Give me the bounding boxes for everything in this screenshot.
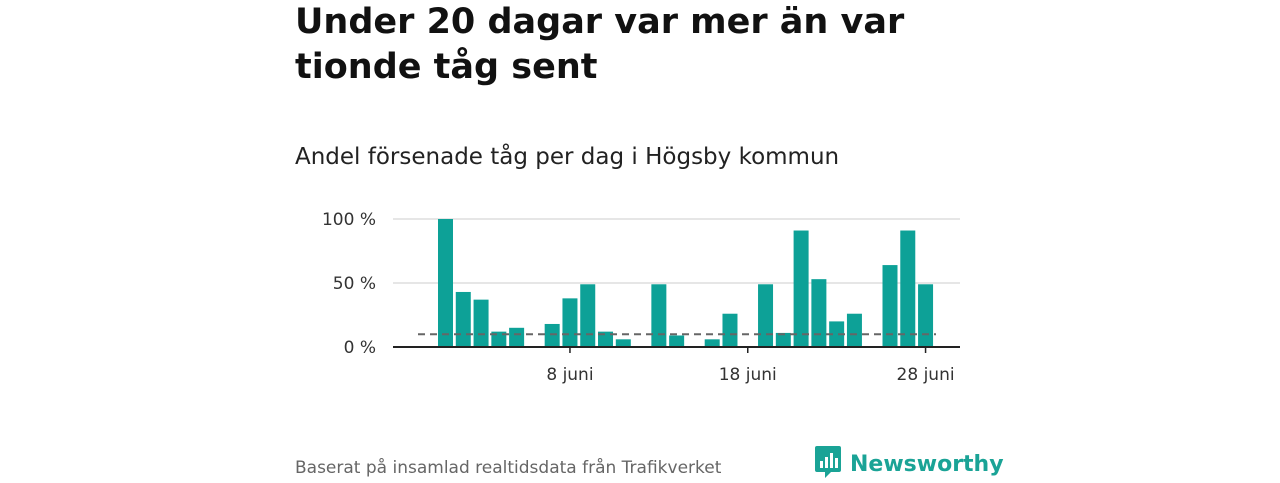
bar	[669, 335, 685, 347]
y-tick-label: 50 %	[333, 274, 376, 294]
bar	[562, 298, 578, 347]
bar	[651, 284, 667, 347]
brand-name: Newsworthy	[850, 451, 1004, 477]
bar	[598, 331, 614, 347]
bar	[615, 339, 631, 347]
source-note: Baserat på insamlad realtidsdata från Tr…	[295, 458, 722, 478]
x-tick-label: 18 juni	[719, 365, 777, 385]
bar	[846, 313, 862, 347]
chart-subtitle: Andel försenade tåg per dag i Högsby kom…	[295, 144, 840, 170]
bar	[491, 331, 507, 347]
bar	[580, 284, 596, 347]
bar	[758, 284, 774, 347]
bar	[509, 327, 525, 347]
y-tick-label: 100 %	[322, 210, 376, 230]
bar	[918, 284, 934, 347]
brand-logo: Newsworthy	[814, 445, 1004, 483]
bar	[473, 299, 489, 347]
x-tick-label: 8 juni	[546, 365, 593, 385]
bar	[900, 230, 916, 347]
bar	[544, 323, 560, 347]
bar	[829, 321, 845, 347]
bar	[793, 230, 809, 347]
bar	[882, 265, 898, 347]
x-tick-label: 28 juni	[897, 365, 955, 385]
bar	[438, 219, 453, 347]
y-tick-label: 0 %	[344, 338, 376, 358]
chart-title: Under 20 dagar var mer än var tionde tåg…	[295, 2, 905, 87]
bar	[704, 339, 720, 347]
bar	[775, 332, 791, 347]
bar-chart-speech-bubble-icon	[814, 445, 842, 483]
bar	[455, 291, 471, 347]
bar	[722, 313, 738, 347]
bar	[811, 279, 827, 347]
